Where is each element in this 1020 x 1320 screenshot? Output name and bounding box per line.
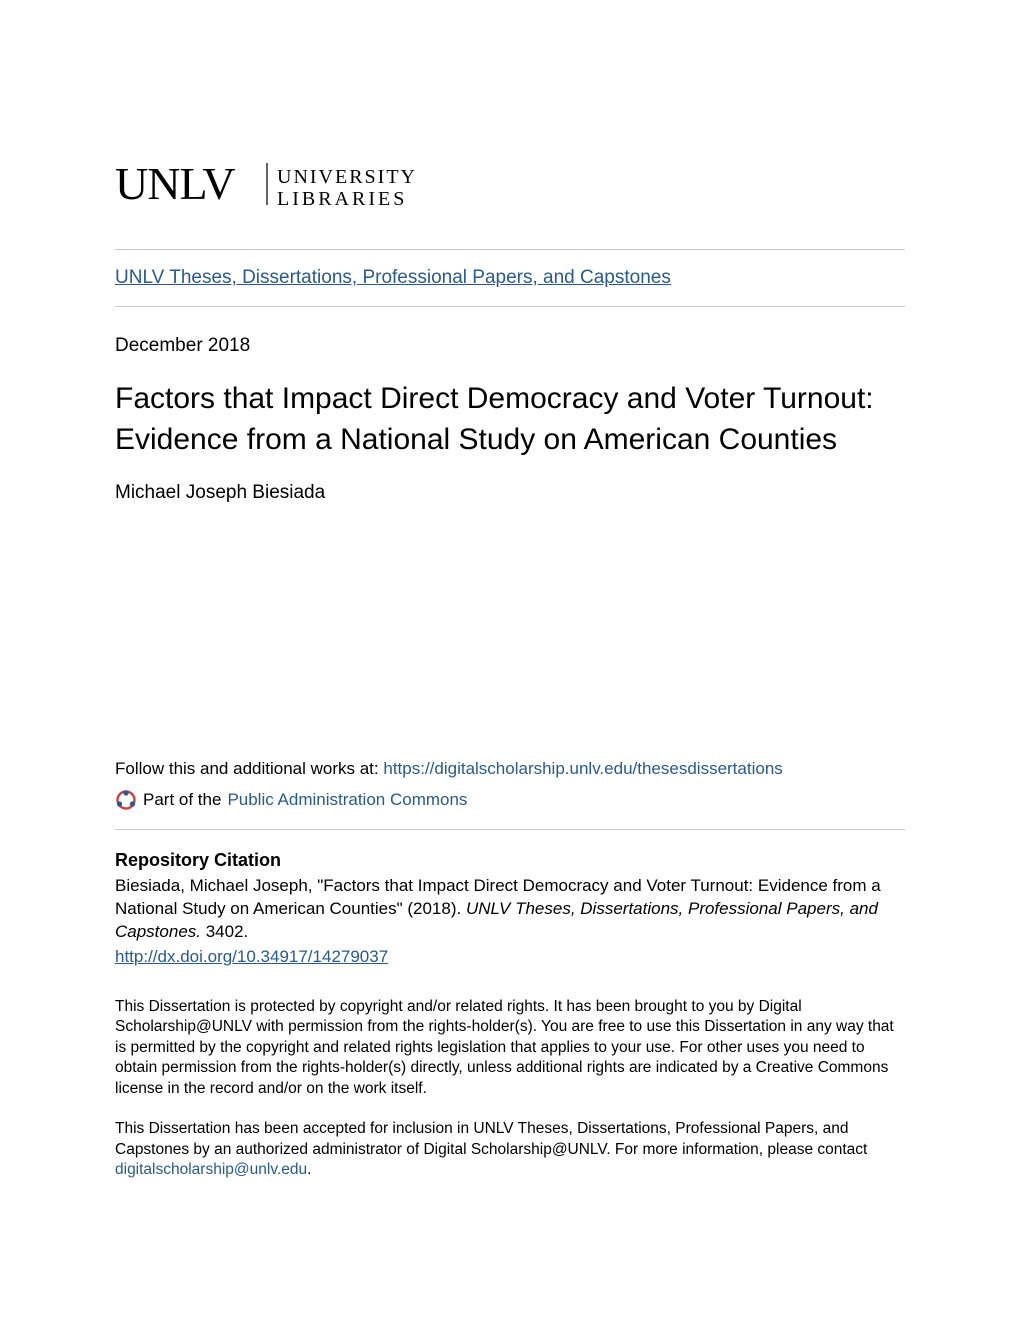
repository-citation-heading: Repository Citation bbox=[115, 850, 905, 871]
divider-under-collection bbox=[115, 306, 905, 307]
publication-date: December 2018 bbox=[115, 335, 905, 357]
svg-text:UNIVERSITY: UNIVERSITY bbox=[277, 166, 417, 188]
document-title: Factors that Impact Direct Democracy and… bbox=[115, 379, 905, 460]
acceptance-text-2: . bbox=[307, 1161, 311, 1178]
unlv-libraries-logo: UNLV UNIVERSITY LIBRARIES bbox=[115, 155, 905, 225]
collection-link[interactable]: UNLV Theses, Dissertations, Professional… bbox=[115, 250, 905, 306]
part-of-row: Part of the Public Administration Common… bbox=[115, 789, 905, 811]
doi-link[interactable]: http://dx.doi.org/10.34917/14279037 bbox=[115, 947, 905, 967]
unlv-logo-svg: UNLV UNIVERSITY LIBRARIES bbox=[115, 155, 565, 215]
page-container: UNLV UNIVERSITY LIBRARIES UNLV Theses, D… bbox=[0, 0, 1020, 1320]
acceptance-statement: This Dissertation has been accepted for … bbox=[115, 1119, 905, 1180]
svg-text:UNLV: UNLV bbox=[115, 158, 235, 209]
part-of-link[interactable]: Public Administration Commons bbox=[227, 790, 467, 810]
part-of-prefix: Part of the bbox=[143, 790, 221, 810]
divider-above-citation bbox=[115, 829, 905, 830]
network-commons-icon bbox=[115, 789, 137, 811]
citation-plain-2: 3402. bbox=[201, 922, 248, 941]
follow-works-line: Follow this and additional works at: htt… bbox=[115, 759, 905, 779]
vertical-spacer bbox=[115, 504, 905, 759]
author-name: Michael Joseph Biesiada bbox=[115, 482, 905, 504]
rights-statement: This Dissertation is protected by copyri… bbox=[115, 997, 905, 1099]
acceptance-text-1: This Dissertation has been accepted for … bbox=[115, 1120, 867, 1157]
follow-prefix: Follow this and additional works at: bbox=[115, 759, 383, 778]
citation-text: Biesiada, Michael Joseph, "Factors that … bbox=[115, 875, 905, 944]
follow-works-link[interactable]: https://digitalscholarship.unlv.edu/thes… bbox=[383, 759, 782, 778]
svg-text:LIBRARIES: LIBRARIES bbox=[277, 188, 407, 210]
contact-email-link[interactable]: digitalscholarship@unlv.edu bbox=[115, 1161, 307, 1178]
